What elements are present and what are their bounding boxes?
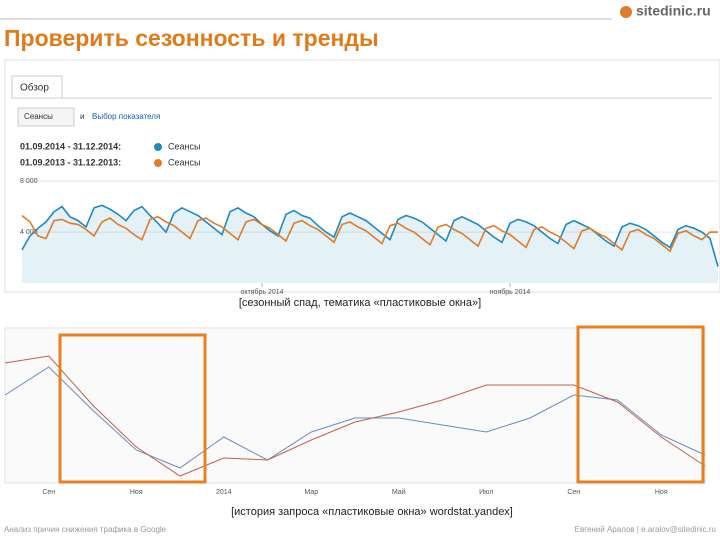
logo: sitedinic.ru xyxy=(636,3,711,19)
footer-left: Анализ причин снижения трафика в Google xyxy=(4,525,167,534)
x-tick-label: Сен xyxy=(42,489,55,496)
footer-right: Евгений Аралов | e.aralov@sitedinic.ru xyxy=(575,525,716,534)
y-tick-label: 4 000 xyxy=(20,229,38,236)
y-tick-label: 8 000 xyxy=(20,178,38,185)
legend-swatch xyxy=(154,159,162,167)
analytics-panel xyxy=(4,59,720,293)
and-label: и xyxy=(80,112,84,121)
x-tick-label: Июл xyxy=(479,489,493,496)
tab-label[interactable]: Обзор xyxy=(20,82,49,94)
x-tick-label: Ноя xyxy=(655,489,668,496)
highlight-box xyxy=(576,325,705,484)
series-line xyxy=(21,204,719,267)
x-tick-label: 2014 xyxy=(216,489,232,496)
metric-label[interactable]: Сеансы xyxy=(24,112,53,121)
x-tick-label: Май xyxy=(392,488,406,496)
x-tick-label: Ноя xyxy=(130,489,143,496)
caption: [история запроса «пластиковые окна» word… xyxy=(231,506,513,518)
series-line xyxy=(21,214,718,253)
slide-title: Проверить сезонность и тренды xyxy=(4,25,379,51)
highlight-box xyxy=(58,333,207,484)
series-line xyxy=(4,355,706,477)
legend-label: Сеансы xyxy=(168,157,200,167)
metric-select[interactable] xyxy=(17,107,75,127)
legend-label: Сеансы xyxy=(168,141,200,151)
x-tick-label: октябрь 2014 xyxy=(240,288,283,296)
logo-icon xyxy=(620,6,632,18)
legend-period: 01.09.2013 - 31.12.2013: xyxy=(20,157,121,167)
wordstat-panel xyxy=(4,327,706,484)
series-line xyxy=(4,366,706,469)
picker-link[interactable]: Выбор показателя xyxy=(92,112,160,121)
x-tick-label: Сен xyxy=(567,489,580,496)
caption: [сезонный спад, тематика «пластиковые ок… xyxy=(239,297,481,309)
x-tick-label: Мар xyxy=(304,489,318,496)
legend-period: 01.09.2014 - 31.12.2014: xyxy=(20,141,121,151)
x-tick-label: ноябрь 2014 xyxy=(490,288,531,296)
legend-swatch xyxy=(154,143,162,151)
